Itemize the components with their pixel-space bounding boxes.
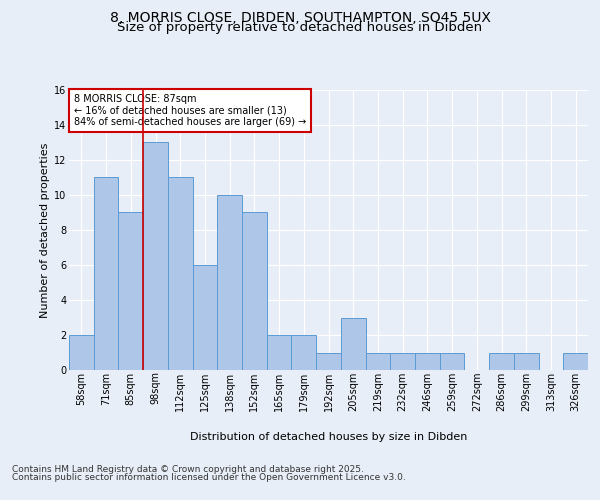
Bar <box>217 195 242 370</box>
Text: Distribution of detached houses by size in Dibden: Distribution of detached houses by size … <box>190 432 467 442</box>
Bar <box>316 352 341 370</box>
Text: 8, MORRIS CLOSE, DIBDEN, SOUTHAMPTON, SO45 5UX: 8, MORRIS CLOSE, DIBDEN, SOUTHAMPTON, SO… <box>110 11 490 25</box>
Bar <box>415 352 440 370</box>
Bar <box>440 352 464 370</box>
Bar <box>242 212 267 370</box>
Bar <box>118 212 143 370</box>
Bar <box>341 318 365 370</box>
Bar <box>267 335 292 370</box>
Y-axis label: Number of detached properties: Number of detached properties <box>40 142 50 318</box>
Bar <box>69 335 94 370</box>
Text: Contains HM Land Registry data © Crown copyright and database right 2025.: Contains HM Land Registry data © Crown c… <box>12 465 364 474</box>
Bar <box>563 352 588 370</box>
Bar <box>143 142 168 370</box>
Bar <box>193 265 217 370</box>
Text: Contains public sector information licensed under the Open Government Licence v3: Contains public sector information licen… <box>12 472 406 482</box>
Bar <box>94 178 118 370</box>
Text: 8 MORRIS CLOSE: 87sqm
← 16% of detached houses are smaller (13)
84% of semi-deta: 8 MORRIS CLOSE: 87sqm ← 16% of detached … <box>74 94 307 128</box>
Bar <box>514 352 539 370</box>
Text: Size of property relative to detached houses in Dibden: Size of property relative to detached ho… <box>118 22 482 35</box>
Bar <box>168 178 193 370</box>
Bar <box>390 352 415 370</box>
Bar <box>365 352 390 370</box>
Bar <box>292 335 316 370</box>
Bar <box>489 352 514 370</box>
